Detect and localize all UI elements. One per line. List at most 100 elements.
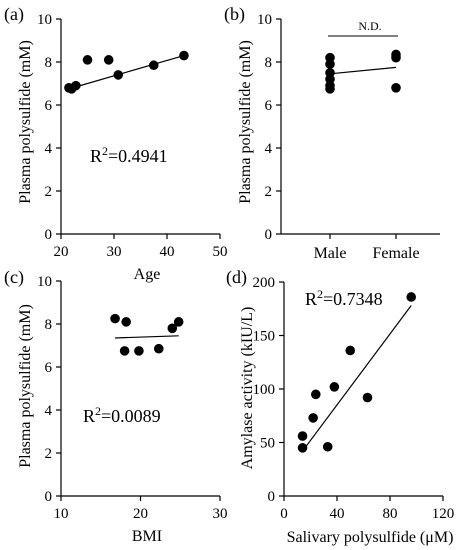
panel-a-r2-base: R <box>90 146 102 166</box>
panel-d-x-tick-label: 40 <box>330 506 345 522</box>
panel-c-ylabel: Plasma polysulfide (mM) <box>17 304 34 468</box>
panel-b-data-point <box>391 52 401 63</box>
panel-a: (a) Plasma polysulfide (mM) Age R2=0.494… <box>4 4 168 283</box>
panel-c-plot: 0 2 4 6 8 10 10 20 30 <box>37 274 228 522</box>
panel-a-r2-value: =0.4941 <box>108 146 168 166</box>
panel-d-data-point <box>311 389 321 400</box>
panel-c-label: (c) <box>4 267 24 288</box>
panel-b-plot: 0 2 4 6 8 10 Male Female <box>257 12 440 262</box>
panel-c-data-point <box>119 346 130 356</box>
panel-b-category-label: Male <box>314 245 347 262</box>
panel-b-significance: N.D. <box>358 19 381 33</box>
panel-d-y-tick-label: 50 <box>260 436 275 452</box>
panel-b-label: (b) <box>224 4 245 25</box>
panel-a-data-point <box>71 80 81 91</box>
panel-a-plot: 0 2 4 6 8 10 20 30 40 50 <box>37 12 228 260</box>
panel-c-x-tick-label: 20 <box>133 506 148 522</box>
panel-d-y-tick-label: 200 <box>253 275 276 291</box>
panel-c-r2-base: R <box>83 406 95 426</box>
panel-a-r2-sup: 2 <box>102 144 108 158</box>
panel-c-trendline <box>115 335 179 339</box>
panel-c-y-tick-label: 2 <box>45 446 53 462</box>
panel-d-xlabel-prefix: Salivary polysulfide ( <box>287 529 426 546</box>
panel-d-data-point <box>297 443 308 453</box>
panel-a-x-tick-label: 50 <box>213 244 228 260</box>
panel-c-y-tick-label: 0 <box>45 489 53 505</box>
panel-a-x-tick-label: 40 <box>160 244 175 260</box>
panel-d-r2-base: R <box>305 289 317 309</box>
panel-c-y-tick-label: 8 <box>45 317 53 333</box>
panel-a-ylabel: Plasma polysulfide (mM) <box>17 40 34 204</box>
panel-b-data-point <box>325 59 335 69</box>
panel-c-x-tick-label: 30 <box>213 506 228 522</box>
panel-c-data-point <box>121 317 131 327</box>
panel-c-x-tick-label: 10 <box>54 506 69 522</box>
panel-b-ylabel: Plasma polysulfide (mM) <box>237 40 254 204</box>
panel-d: (d) Amylase activity (kIU/L) Salivary po… <box>226 267 453 546</box>
panel-b-trendline <box>329 66 397 75</box>
panel-b-y-tick-label: 10 <box>257 12 272 28</box>
panel-b: (b) Plasma polysulfide (mM) N.D. <box>224 4 382 204</box>
panel-a-y-tick-label: 10 <box>37 12 52 28</box>
panel-d-data-point <box>297 431 308 441</box>
panel-d-xlabel: Salivary polysulfide (μM) <box>287 529 454 546</box>
panel-c-y-tick-label: 4 <box>45 403 53 419</box>
panel-d-plot: 0 50 100 150 200 0 40 80 120 <box>253 275 455 522</box>
panel-d-data-point <box>362 392 373 403</box>
panel-c-y-tick-label: 6 <box>45 360 53 376</box>
panel-a-data-point <box>113 70 124 80</box>
panel-c-data-point <box>167 323 178 334</box>
panel-d-xlabel-suffix: ) <box>448 529 453 546</box>
panel-b-y-tick-label: 6 <box>265 98 273 114</box>
panel-a-data-point <box>179 50 189 61</box>
panel-b-y-tick-label: 2 <box>265 184 273 200</box>
panel-c-r2-value: =0.0089 <box>101 406 161 426</box>
panel-b-data-point <box>325 84 335 94</box>
panel-d-y-tick-label: 100 <box>253 382 276 398</box>
panel-a-y-tick-label: 2 <box>45 184 53 200</box>
panel-d-data-point <box>308 413 318 423</box>
panel-c: (c) Plasma polysulfide (mM) BMI R2=0.008… <box>4 267 162 545</box>
panel-b-y-tick-label: 4 <box>265 141 273 157</box>
panel-a-trendline <box>68 54 185 90</box>
panel-d-y-tick-label: 150 <box>253 329 276 345</box>
panel-d-trendline <box>302 305 412 452</box>
panel-d-x-tick-label: 80 <box>383 506 398 522</box>
panel-a-y-tick-label: 0 <box>45 227 53 243</box>
panel-c-data-point <box>110 313 120 324</box>
panel-c-data-point <box>134 346 144 356</box>
panel-a-y-tick-label: 8 <box>45 55 53 71</box>
panel-d-r2: R2=0.7348 <box>305 287 383 309</box>
panel-d-x-tick-label: 0 <box>280 506 288 522</box>
panel-d-r2-sup: 2 <box>317 287 323 301</box>
panel-a-data-point <box>103 55 114 65</box>
panel-d-xlabel-unit: μM <box>425 529 448 546</box>
panel-a-y-tick-label: 4 <box>45 141 53 157</box>
panel-c-r2: R2=0.0089 <box>83 404 161 426</box>
panel-d-data-point <box>345 345 356 356</box>
panel-a-x-tick-label: 20 <box>54 244 69 260</box>
panel-a-xlabel: Age <box>134 266 161 283</box>
panel-a-label: (a) <box>4 4 24 25</box>
panel-b-y-tick-label: 0 <box>265 227 273 243</box>
panel-d-ylabel: Amylase activity (kIU/L) <box>239 307 256 470</box>
panel-d-data-point <box>329 382 340 392</box>
panel-c-r2-sup: 2 <box>95 404 101 418</box>
panel-a-data-point <box>82 55 93 65</box>
panel-d-r2-value: =0.7348 <box>323 289 383 309</box>
panel-b-data-point <box>391 83 401 93</box>
panel-c-y-tick-label: 10 <box>37 274 52 290</box>
panel-c-data-point <box>173 317 184 327</box>
panel-a-x-tick-label: 30 <box>107 244 122 260</box>
panel-d-y-tick-label: 0 <box>268 489 276 505</box>
panel-d-x-tick-label: 120 <box>432 506 455 522</box>
panel-b-category-label: Female <box>372 245 419 262</box>
panel-c-xlabel: BMI <box>132 528 162 545</box>
panel-a-r2: R2=0.4941 <box>90 144 168 166</box>
panel-a-y-tick-label: 6 <box>45 98 53 114</box>
panel-c-data-point <box>153 343 164 354</box>
panel-d-label: (d) <box>226 267 247 288</box>
panel-d-data-point <box>322 441 333 452</box>
panel-d-data-point <box>406 292 417 302</box>
